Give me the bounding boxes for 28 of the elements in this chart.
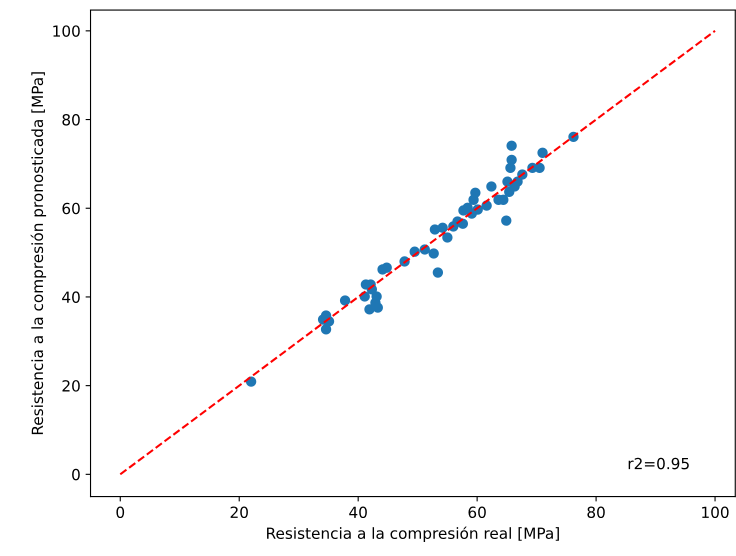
x-tick-label: 0 (116, 506, 124, 518)
point (506, 140, 517, 151)
point (486, 181, 497, 192)
point (340, 295, 350, 306)
point (470, 188, 480, 198)
x-tick-label: 60 (468, 506, 486, 518)
point (537, 148, 548, 158)
y-tick-label: 60 (62, 202, 80, 214)
y-axis-title: Resistencia a la compresión pronosticada [MPa] (30, 72, 46, 434)
y-tick-label: 0 (72, 468, 80, 480)
point (320, 324, 332, 334)
point (382, 262, 392, 273)
x-tick-label: 20 (230, 506, 248, 518)
y-tick-label: 20 (62, 380, 80, 392)
x-tick-label: 40 (349, 506, 367, 518)
y-tick-label: 40 (62, 291, 80, 303)
point (501, 216, 512, 226)
point (437, 222, 448, 233)
x-axis-title: Resistencia a la compresión real [MPa] (267, 526, 559, 542)
annotation: r2=0.95 (628, 458, 689, 470)
point (442, 232, 453, 243)
y-tick-label: 100 (53, 25, 80, 37)
point (506, 154, 517, 166)
point (432, 267, 444, 278)
x-tick-label: 100 (702, 506, 729, 518)
point (428, 248, 439, 259)
x-tick-label: 80 (587, 506, 605, 518)
y-tick-label: 80 (62, 114, 80, 126)
